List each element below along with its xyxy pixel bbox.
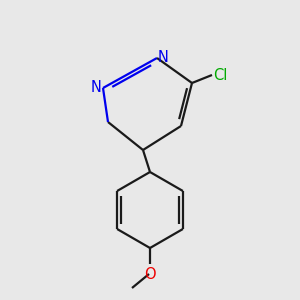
Text: Cl: Cl (213, 68, 227, 82)
Text: N: N (91, 80, 102, 95)
Text: N: N (158, 50, 169, 65)
Text: O: O (144, 267, 156, 282)
